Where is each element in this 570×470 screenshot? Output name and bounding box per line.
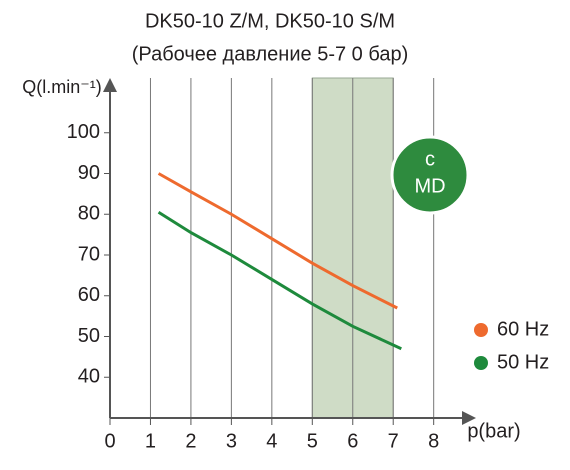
badge-label: c [425, 148, 435, 170]
x-tick-label: 6 [347, 430, 358, 452]
legend-marker [474, 356, 488, 370]
legend-label: 50 Hz [497, 351, 549, 373]
x-tick-label: 0 [104, 430, 115, 452]
x-tick-label: 4 [266, 430, 277, 452]
y-tick-label: 80 [78, 203, 100, 225]
chart-title: DK50-10 Z/M, DK50-10 S/M [145, 10, 395, 32]
badge-label: MD [414, 175, 445, 197]
x-tick-label: 2 [185, 430, 196, 452]
x-axis-arrow [462, 411, 476, 425]
y-tick-label: 60 [78, 284, 100, 306]
x-tick-label: 3 [226, 430, 237, 452]
y-tick-label: 50 [78, 325, 100, 347]
series-line [157, 210, 402, 351]
x-tick-label: 5 [307, 430, 318, 452]
legend-marker [474, 323, 488, 337]
x-tick-label: 8 [428, 430, 439, 452]
badge [390, 135, 470, 215]
y-axis-label: Q(l.min⁻¹) [22, 77, 102, 97]
chart-subtitle: (Рабочее давление 5-7 0 бар) [132, 43, 409, 65]
y-tick-label: 40 [78, 366, 100, 388]
x-tick-label: 1 [145, 430, 156, 452]
legend-label: 60 Hz [497, 318, 549, 340]
series-line [157, 172, 398, 310]
y-tick-label: 100 [67, 121, 100, 143]
y-tick-label: 70 [78, 243, 100, 265]
y-tick-label: 90 [78, 162, 100, 184]
x-tick-label: 7 [388, 430, 399, 452]
y-axis-arrow [103, 78, 117, 92]
x-axis-label: p(bar) [467, 420, 520, 442]
